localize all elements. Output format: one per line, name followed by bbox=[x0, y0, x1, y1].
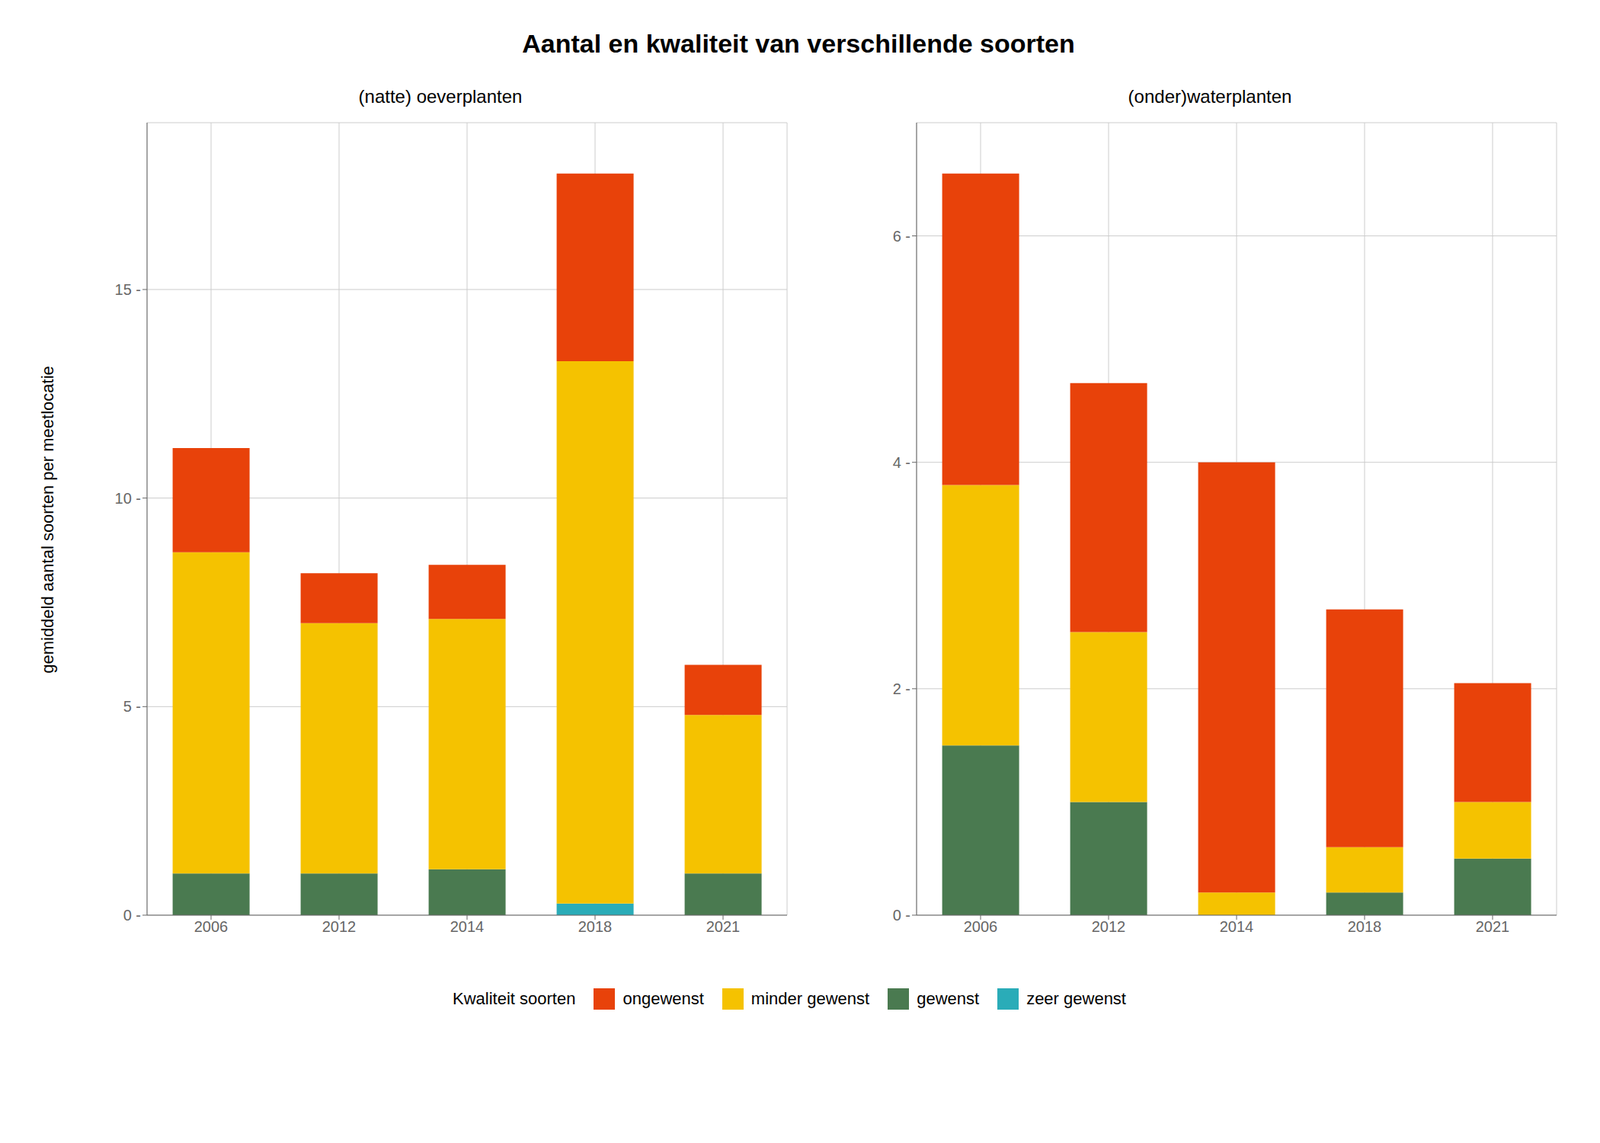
svg-text:2021: 2021 bbox=[706, 918, 741, 935]
svg-text:6 -: 6 - bbox=[892, 227, 911, 245]
svg-text:4 -: 4 - bbox=[892, 454, 911, 471]
svg-text:5 -: 5 - bbox=[123, 697, 141, 715]
html-text:gemiddeld aantal soorten per m: gemiddeld aantal soorten per meetlocatie bbox=[38, 365, 58, 674]
svg-text:2021: 2021 bbox=[1475, 918, 1511, 935]
svg-text:2014: 2014 bbox=[450, 918, 485, 935]
svg-text:15 -: 15 - bbox=[115, 281, 141, 298]
svg-text:2 -: 2 - bbox=[892, 680, 911, 698]
html-text:gewenst: gewenst bbox=[916, 988, 980, 1008]
svg-text:2006: 2006 bbox=[194, 918, 229, 935]
html-text:(onder)waterplanten: (onder)waterplanten bbox=[1128, 86, 1292, 107]
svg-text:2012: 2012 bbox=[322, 918, 357, 935]
svg-text:2014: 2014 bbox=[1219, 918, 1255, 935]
svg-text:2012: 2012 bbox=[1091, 918, 1127, 935]
svg-text:2018: 2018 bbox=[578, 918, 613, 935]
html-text:Aantal en kwaliteit van versch: Aantal en kwaliteit van verschillende so… bbox=[522, 28, 1075, 58]
svg-text:0 -: 0 - bbox=[892, 906, 911, 924]
svg-text:10 -: 10 - bbox=[115, 489, 141, 507]
html-text:minder gewenst: minder gewenst bbox=[751, 988, 870, 1008]
html-text:(natte) oeverplanten: (natte) oeverplanten bbox=[358, 86, 523, 107]
svg-text:2006: 2006 bbox=[963, 918, 999, 935]
svg-text:2018: 2018 bbox=[1347, 918, 1383, 935]
html-text:zeer gewenst: zeer gewenst bbox=[1026, 988, 1127, 1008]
html-text:Kwaliteit soorten: Kwaliteit soorten bbox=[452, 988, 576, 1008]
svg-text:0 -: 0 - bbox=[123, 906, 141, 924]
html-text:ongewenst: ongewenst bbox=[622, 988, 704, 1008]
